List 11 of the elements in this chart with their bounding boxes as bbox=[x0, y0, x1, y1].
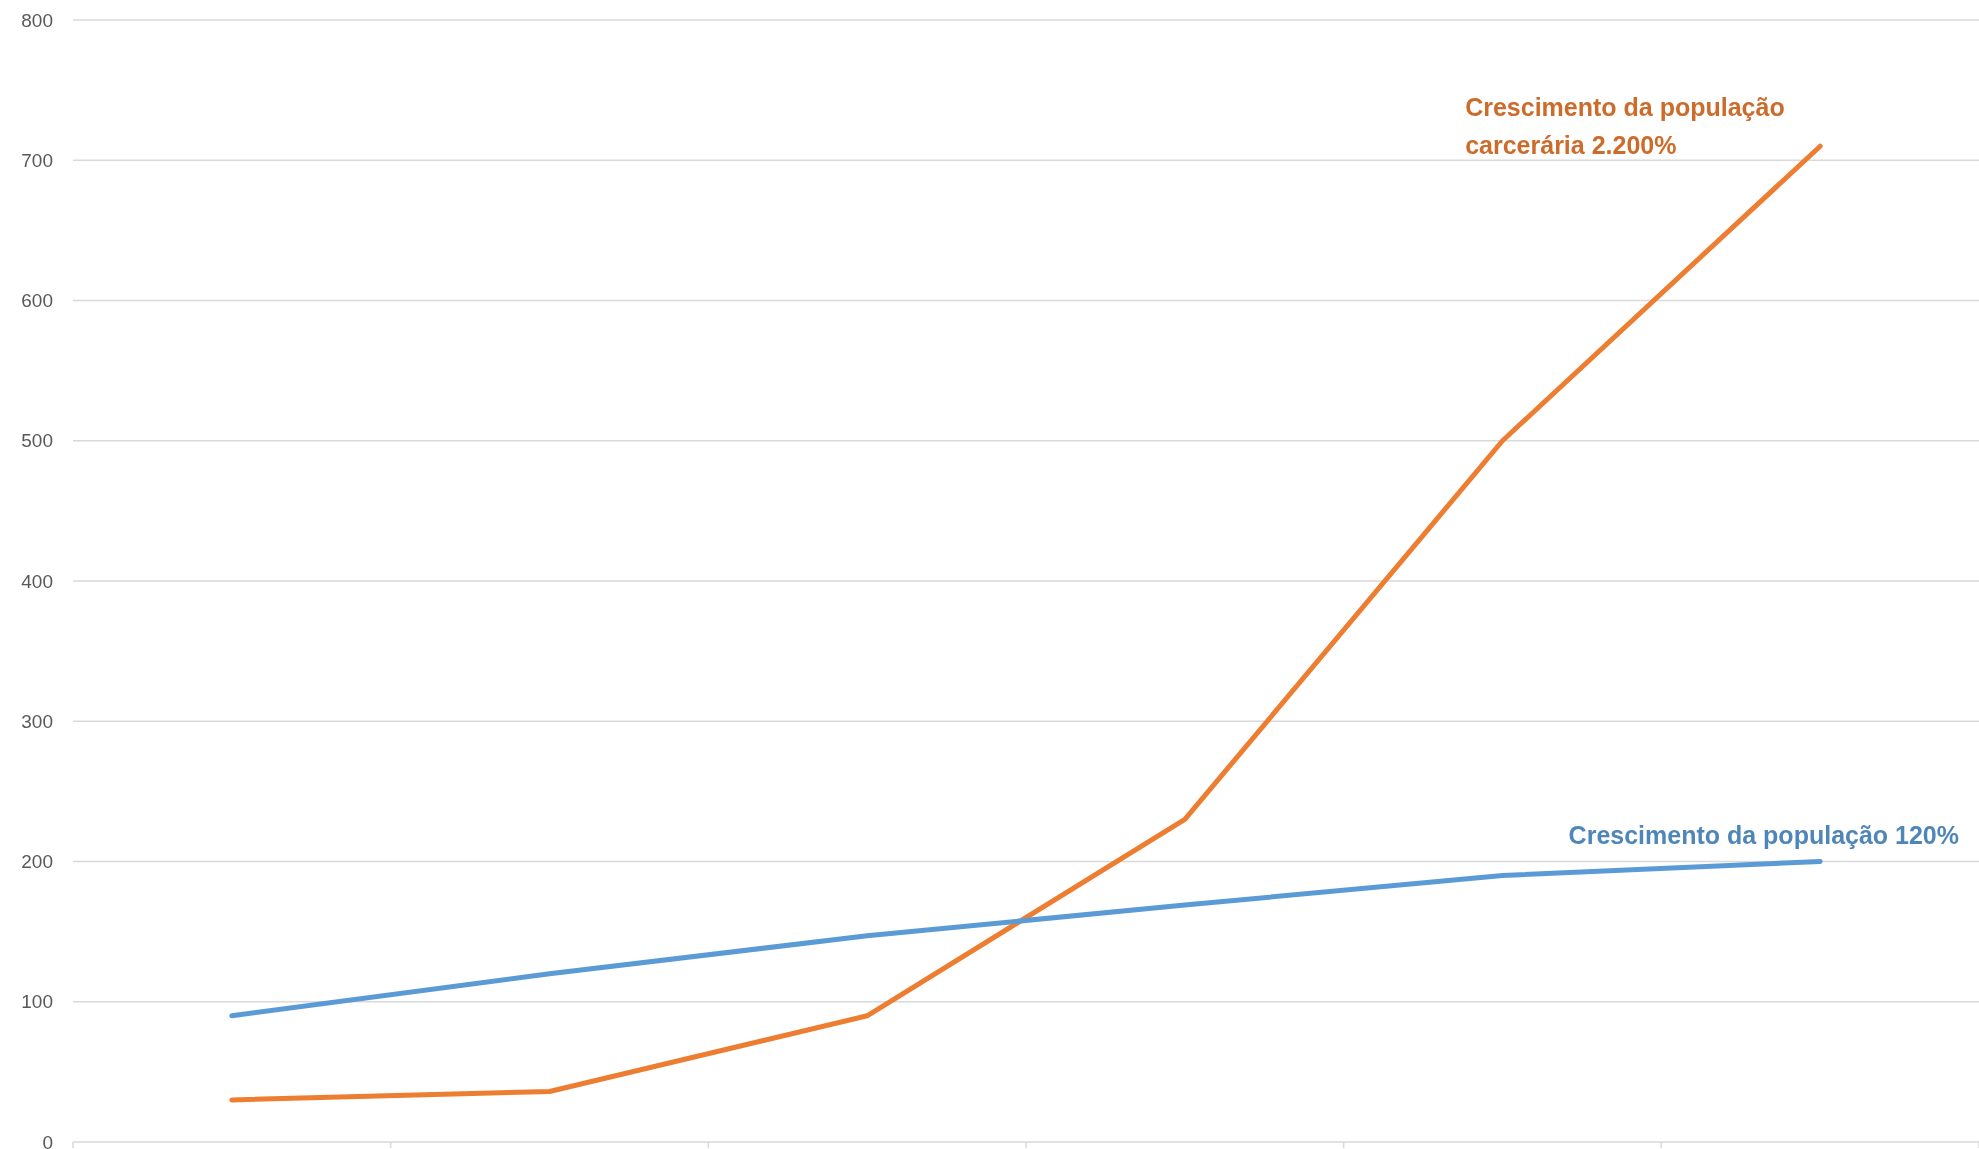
series-label: Crescimento da população carcerária 2.200% bbox=[1465, 93, 1785, 160]
y-tick-label: 200 bbox=[21, 851, 53, 873]
y-tick-label: 300 bbox=[21, 710, 53, 732]
y-tick-label: 600 bbox=[21, 290, 53, 312]
series-label: Crescimento da população 120% bbox=[1568, 820, 1959, 849]
y-tick-label: 400 bbox=[21, 570, 53, 592]
y-tick-label: 0 bbox=[42, 1131, 53, 1149]
y-tick-label: 800 bbox=[21, 9, 53, 31]
y-tick-label: 500 bbox=[21, 430, 53, 452]
y-tick-label: 100 bbox=[21, 991, 53, 1013]
y-tick-label: 700 bbox=[21, 149, 53, 171]
